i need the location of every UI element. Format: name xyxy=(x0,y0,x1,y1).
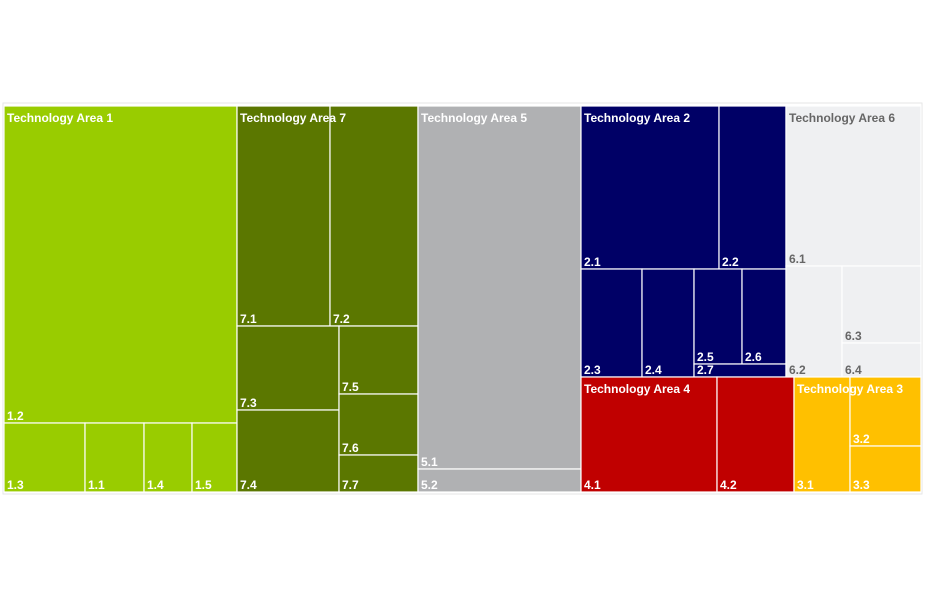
tile-label-5-1: 5.1 xyxy=(421,455,438,469)
tile-1-2[interactable] xyxy=(3,105,238,424)
tile-label-1-5: 1.5 xyxy=(195,478,212,492)
tile-label-6-3: 6.3 xyxy=(845,329,862,343)
group-title-technology-area-5: Technology Area 5 xyxy=(421,111,527,125)
tile-label-6-1: 6.1 xyxy=(789,252,806,266)
tile-1-1[interactable] xyxy=(84,422,145,493)
tile-1-3[interactable] xyxy=(3,422,86,493)
group-technology-area-5: 5.1 5.2 Technology Area 5 xyxy=(417,105,582,493)
tile-label-4-1: 4.1 xyxy=(584,478,601,492)
group-technology-area-3: 3.1 3.2 3.3 Technology Area 3 xyxy=(793,376,922,493)
tile-1-5[interactable] xyxy=(191,422,238,493)
tile-label-2-5: 2.5 xyxy=(697,350,714,364)
tile-label-6-2: 6.2 xyxy=(789,363,806,377)
tile-6-1[interactable] xyxy=(785,105,922,267)
tile-label-1-4: 1.4 xyxy=(147,478,164,492)
tile-label-7-7: 7.7 xyxy=(342,478,359,492)
tile-label-2-3: 2.3 xyxy=(584,363,601,377)
tile-6-2[interactable] xyxy=(785,265,843,378)
tile-7-7[interactable] xyxy=(338,454,419,493)
tile-label-3-2: 3.2 xyxy=(853,432,870,446)
tile-2-6[interactable] xyxy=(741,268,787,365)
tile-3-3[interactable] xyxy=(849,445,922,493)
tile-label-7-5: 7.5 xyxy=(342,380,359,394)
tile-7-5[interactable] xyxy=(338,325,419,395)
tile-5-2[interactable] xyxy=(417,468,582,493)
tile-label-7-6: 7.6 xyxy=(342,441,359,455)
group-technology-area-6: 6.1 6.2 6.3 6.4 Technology Area 6 xyxy=(785,105,922,378)
tile-4-1[interactable] xyxy=(580,376,718,493)
tile-label-1-2: 1.2 xyxy=(7,409,24,423)
tile-label-2-2: 2.2 xyxy=(722,255,739,269)
tile-7-6[interactable] xyxy=(338,393,419,456)
tile-label-6-4: 6.4 xyxy=(845,363,862,377)
tile-label-4-2: 4.2 xyxy=(720,478,737,492)
tile-label-2-1: 2.1 xyxy=(584,255,601,269)
tile-label-2-6: 2.6 xyxy=(745,350,762,364)
tile-label-3-3: 3.3 xyxy=(853,478,870,492)
tile-label-5-2: 5.2 xyxy=(421,478,438,492)
tile-7-2[interactable] xyxy=(329,105,419,327)
tile-label-7-3: 7.3 xyxy=(240,396,257,410)
group-title-technology-area-7: Technology Area 7 xyxy=(240,111,346,125)
group-title-technology-area-1: Technology Area 1 xyxy=(7,111,113,125)
tile-7-4[interactable] xyxy=(236,409,340,493)
tile-label-1-3: 1.3 xyxy=(7,478,24,492)
tile-label-2-4: 2.4 xyxy=(645,363,662,377)
group-technology-area-1: 1.2 1.3 1.1 1.4 1.5 Technology Area 1 xyxy=(3,105,238,493)
tile-label-1-1: 1.1 xyxy=(88,478,105,492)
tile-6-4[interactable] xyxy=(841,342,922,378)
group-technology-area-2: 2.1 2.2 2.3 2.4 2.5 2.6 2.7 Technology Area 2 xyxy=(580,105,787,378)
tile-3-1[interactable] xyxy=(793,376,851,493)
group-title-technology-area-4: Technology Area 4 xyxy=(584,382,690,396)
tile-2-4[interactable] xyxy=(641,268,695,378)
group-technology-area-4: 4.1 4.2 Technology Area 4 xyxy=(580,376,795,493)
tile-label-7-2: 7.2 xyxy=(333,312,350,326)
tile-2-1[interactable] xyxy=(580,105,720,270)
tile-2-3[interactable] xyxy=(580,268,643,378)
tile-7-1[interactable] xyxy=(236,105,331,327)
tile-2-2[interactable] xyxy=(718,105,787,270)
tile-label-3-1: 3.1 xyxy=(797,478,814,492)
tile-5-1[interactable] xyxy=(417,105,582,470)
treemap-frame xyxy=(2,102,923,495)
group-title-technology-area-3: Technology Area 3 xyxy=(797,382,903,396)
group-title-technology-area-6: Technology Area 6 xyxy=(789,111,895,125)
tile-4-2[interactable] xyxy=(716,376,795,493)
group-title-technology-area-2: Technology Area 2 xyxy=(584,111,690,125)
tile-3-2[interactable] xyxy=(849,376,922,447)
tile-label-2-7: 2.7 xyxy=(697,363,714,377)
tile-label-7-1: 7.1 xyxy=(240,312,257,326)
tile-label-7-4: 7.4 xyxy=(240,478,257,492)
group-technology-area-7: 7.1 7.2 7.3 7.4 7.5 7.6 7.7 Technology Area 7 xyxy=(236,105,419,493)
